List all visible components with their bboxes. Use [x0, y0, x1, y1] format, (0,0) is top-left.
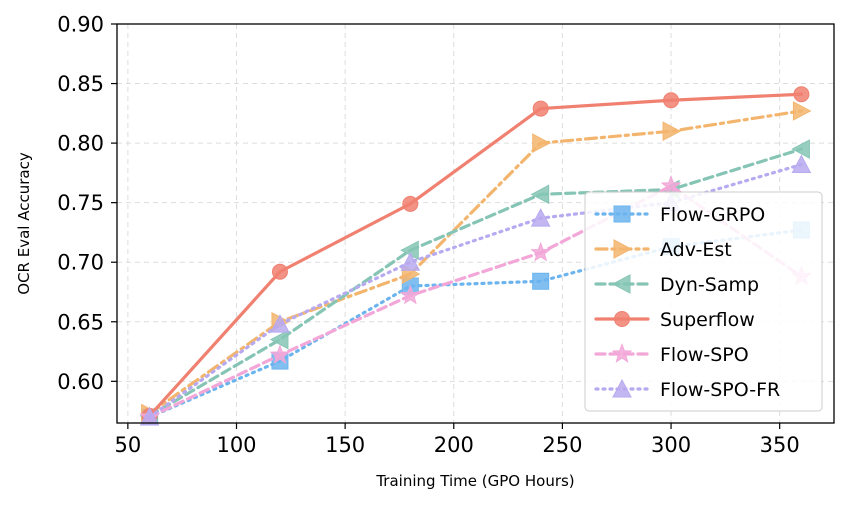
legend-label: Adv-Est	[660, 239, 732, 261]
data-point-flow-grpo	[532, 272, 550, 290]
data-point-flow-spo	[269, 344, 291, 364]
y-tick-label: 0.60	[57, 370, 104, 394]
data-point-dyn-samp	[791, 139, 810, 159]
data-point-dyn-samp	[530, 184, 550, 205]
legend-marker	[611, 274, 631, 294]
data-point-flow-spo-fr	[530, 208, 551, 227]
x-tick-label: 50	[114, 433, 141, 457]
x-tick-label: 150	[325, 433, 365, 457]
y-tick-label: 0.75	[57, 191, 104, 215]
legend-marker	[613, 205, 631, 223]
data-point-superflow	[271, 263, 288, 280]
legend-marker	[611, 343, 633, 363]
legend-item-adv-est: Adv-Est	[594, 239, 732, 261]
data-point-flow-spo-fr	[139, 406, 160, 426]
series-line-dyn-samp	[147, 147, 804, 418]
legend-marker	[614, 311, 630, 327]
ticks: 50 100 150 200 250 300 350 0.60 0.65 0.70 0.75 0.80…	[57, 13, 799, 458]
x-tick-label: 200	[434, 433, 474, 457]
x-axis-title: Training Time (GPO Hours)	[375, 472, 574, 490]
data-point-superflow	[663, 92, 680, 109]
data-point-superflow	[532, 100, 549, 117]
legend-item-flow-spo: Flow-SPO	[594, 343, 749, 366]
legend-label: Flow-SPO-FR	[660, 379, 780, 401]
legend-marker	[613, 239, 633, 259]
data-point-flow-spo-fr	[270, 314, 290, 333]
x-tick-label: 250	[542, 433, 582, 457]
data-point-dyn-samp	[269, 329, 289, 350]
legend-item-superflow: Superflow	[594, 309, 755, 331]
legend-item-flow-spo-fr: Flow-SPO-FR	[594, 378, 780, 401]
data-point-adv-est	[792, 101, 812, 121]
data-point-flow-spo	[660, 175, 682, 195]
legend: Flow-GRPO Adv-Est Dyn-Samp Superflow Flow-SP…	[584, 191, 823, 412]
series-line-superflow	[147, 92, 804, 418]
y-tick-label: 0.90	[57, 13, 104, 37]
y-tick-label: 0.80	[57, 132, 104, 156]
data-point-superflow	[402, 195, 419, 212]
data-point-flow-spo	[530, 241, 552, 262]
data-point-superflow	[793, 86, 810, 103]
y-tick-label: 0.65	[57, 310, 104, 334]
legend-label: Dyn-Samp	[660, 274, 759, 296]
data-point-flow-spo-fr	[791, 154, 812, 174]
legend-label: Flow-SPO	[660, 344, 749, 366]
data-point-flow-spo	[399, 284, 421, 305]
y-axis-title: OCR Eval Accuracy	[15, 152, 33, 295]
y-tick-label: 0.70	[57, 251, 104, 275]
legend-label: Flow-GRPO	[660, 204, 765, 226]
data-point-adv-est	[662, 121, 682, 142]
legend-box	[584, 191, 823, 412]
data-point-flow-spo-fr	[400, 252, 421, 271]
x-tick-label: 100	[216, 433, 256, 457]
legend-label: Superflow	[660, 309, 755, 331]
data-point-adv-est	[532, 133, 551, 153]
x-tick-label: 300	[651, 433, 691, 457]
plot-frame	[116, 23, 835, 424]
legend-item-flow-grpo: Flow-GRPO	[594, 204, 765, 226]
legend-marker	[612, 378, 632, 398]
y-tick-label: 0.85	[57, 72, 104, 96]
series-line-adv-est	[147, 109, 804, 416]
legend-item-dyn-samp: Dyn-Samp	[594, 274, 759, 296]
x-tick-label: 350	[760, 433, 800, 457]
